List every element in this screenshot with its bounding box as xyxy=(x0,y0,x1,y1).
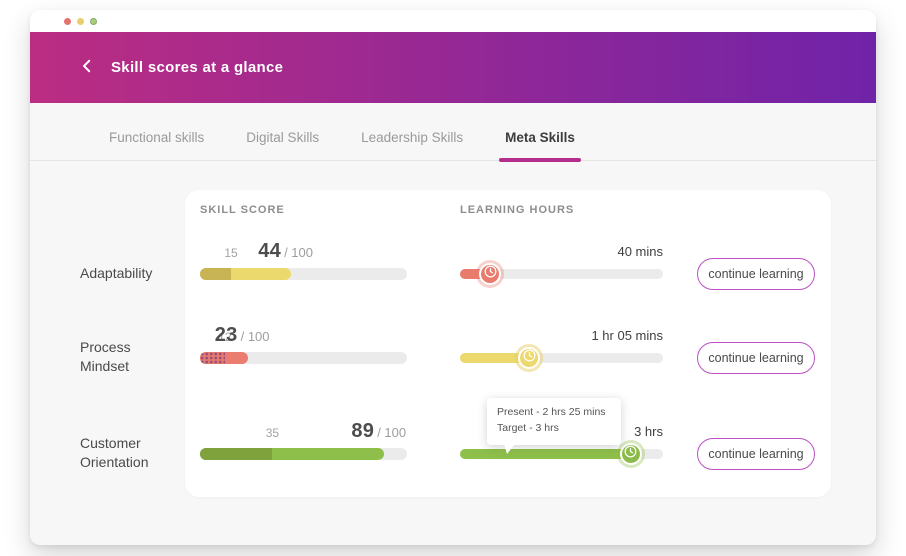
tooltip-present-line: Present - 2 hrs 25 mins xyxy=(497,406,606,418)
previous-score-label: 12 xyxy=(218,330,232,344)
previous-score-label: 15 xyxy=(224,246,238,260)
tooltip-target-line: Target - 3 hrs xyxy=(497,421,559,434)
clock-icon xyxy=(483,264,498,284)
slider-track xyxy=(460,347,663,369)
time-label: 3 hrs xyxy=(634,424,663,439)
current-score: 44 xyxy=(258,240,282,262)
previous-score-segment xyxy=(200,352,225,364)
learning-hours-slider[interactable]: 3 hrs xyxy=(460,424,663,465)
minimize-window-icon[interactable] xyxy=(77,17,84,25)
skill-name: Adaptability xyxy=(80,265,153,281)
slider-track xyxy=(460,443,663,465)
time-label: 1 hr 05 mins xyxy=(591,328,663,343)
clock-knob[interactable] xyxy=(619,443,642,465)
skill-score-bar: 15 44/ 100 xyxy=(200,240,407,280)
score-max-label: / 100 xyxy=(284,245,313,260)
slider-fill xyxy=(460,449,631,459)
tab-functional-skills[interactable]: Functional skills xyxy=(107,130,206,160)
score-max-label: / 100 xyxy=(377,425,407,440)
back-button[interactable] xyxy=(75,56,99,80)
score-track xyxy=(200,268,407,280)
window-body: Functional skills Digital Skills Leaders… xyxy=(30,103,876,545)
window-titlebar xyxy=(30,10,876,32)
clock-icon xyxy=(522,348,537,368)
tab-digital-skills[interactable]: Digital Skills xyxy=(244,130,321,160)
slider-fill xyxy=(460,269,491,279)
tab-bar: Functional skills Digital Skills Leaders… xyxy=(30,103,876,162)
score-max-label: / 100 xyxy=(240,329,270,344)
current-score: 23 xyxy=(214,324,238,346)
continue-learning-button[interactable]: continue learning xyxy=(697,342,815,374)
skill-score-bar: 12 23/ 100 xyxy=(200,324,407,364)
learning-hours-slider[interactable]: 1 hr 05 mins xyxy=(460,328,663,369)
previous-score-segment xyxy=(200,268,232,280)
app-window: Skill scores at a glance Functional skil… xyxy=(30,10,876,545)
hours-tooltip: Present - 2 hrs 25 mins Target - 3 hrs xyxy=(487,398,621,453)
skill-score-bar: 35 89/ 100 xyxy=(200,420,407,460)
tab-meta-skills[interactable]: Meta Skills xyxy=(499,130,581,162)
clock-knob[interactable] xyxy=(479,263,502,285)
skill-name: Customer Orientation xyxy=(80,435,149,470)
current-score: 89 xyxy=(351,420,375,442)
previous-score-segment xyxy=(200,448,273,460)
close-window-icon[interactable] xyxy=(64,17,71,25)
continue-learning-button[interactable]: continue learning xyxy=(697,438,815,470)
previous-score-label: 35 xyxy=(265,426,280,440)
chevron-left-icon xyxy=(78,57,96,78)
skill-name: Process Mindset xyxy=(80,339,131,374)
continue-learning-button[interactable]: continue learning xyxy=(697,258,815,290)
column-header-skill-score: SKILL SCORE xyxy=(200,204,285,216)
clock-knob[interactable] xyxy=(518,347,541,369)
column-header-learning-hours: LEARNING HOURS xyxy=(460,204,575,216)
slider-fill xyxy=(460,353,530,363)
app-header: Skill scores at a glance xyxy=(30,32,876,103)
score-track xyxy=(200,448,407,460)
slider-track xyxy=(460,263,663,285)
learning-hours-slider[interactable]: 40 mins xyxy=(460,244,663,285)
tab-leadership-skills[interactable]: Leadership Skills xyxy=(359,130,465,160)
page-title: Skill scores at a glance xyxy=(111,59,284,76)
clock-icon xyxy=(623,444,638,464)
time-label: 40 mins xyxy=(617,244,663,259)
zoom-window-icon[interactable] xyxy=(90,17,97,25)
score-track xyxy=(200,352,407,364)
